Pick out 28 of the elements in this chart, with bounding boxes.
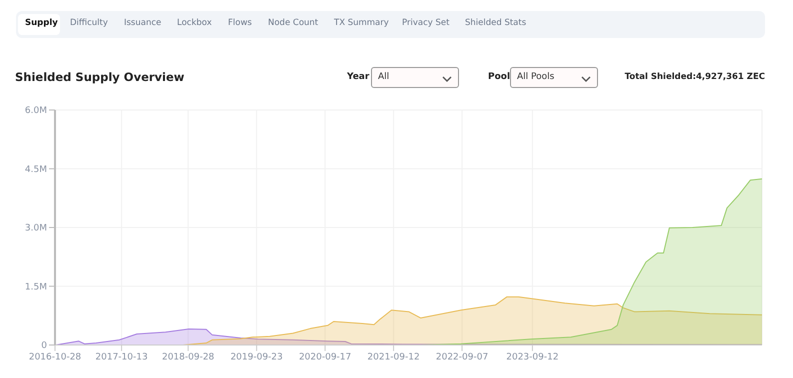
- text: TX Summary: [334, 18, 389, 28]
- x-tick-label: 2023-09-12: [506, 352, 559, 362]
- text: Shielded Stats: [465, 18, 526, 28]
- y-tick-label: 3.0M: [24, 224, 47, 234]
- text: Year: [347, 72, 370, 82]
- x-tick-label: 2019-09-23: [230, 352, 283, 362]
- y-tick-label: 6.0M: [24, 106, 47, 116]
- text: Difficulty: [70, 18, 108, 28]
- x-tick-label: 2021-09-12: [367, 352, 420, 362]
- text: Issuance: [124, 18, 162, 28]
- text: Supply: [25, 18, 58, 28]
- x-tick-label: 2016-10-28: [28, 352, 82, 362]
- text: All: [378, 72, 390, 82]
- text: Pool: [488, 72, 510, 82]
- text: Total Shielded:4,927,361 ZEC: [624, 72, 765, 82]
- chart-title: Shielded Supply Overview: [15, 70, 184, 84]
- text: Lockbox: [177, 18, 212, 28]
- text: All Pools: [517, 72, 554, 82]
- text: Privacy Set: [402, 18, 450, 28]
- x-tick-label: 2017-10-13: [95, 352, 148, 362]
- text: Node Count: [268, 18, 318, 28]
- y-tick-label: 0: [41, 341, 48, 352]
- y-tick-label: 4.5M: [24, 164, 47, 175]
- x-tick-label: 2020-09-17: [298, 352, 352, 362]
- text: Flows: [228, 18, 252, 28]
- y-tick-label: 1.5M: [24, 282, 47, 292]
- x-tick-label: 2018-09-28: [162, 352, 215, 362]
- x-tick-label: 2022-09-07: [436, 352, 488, 362]
